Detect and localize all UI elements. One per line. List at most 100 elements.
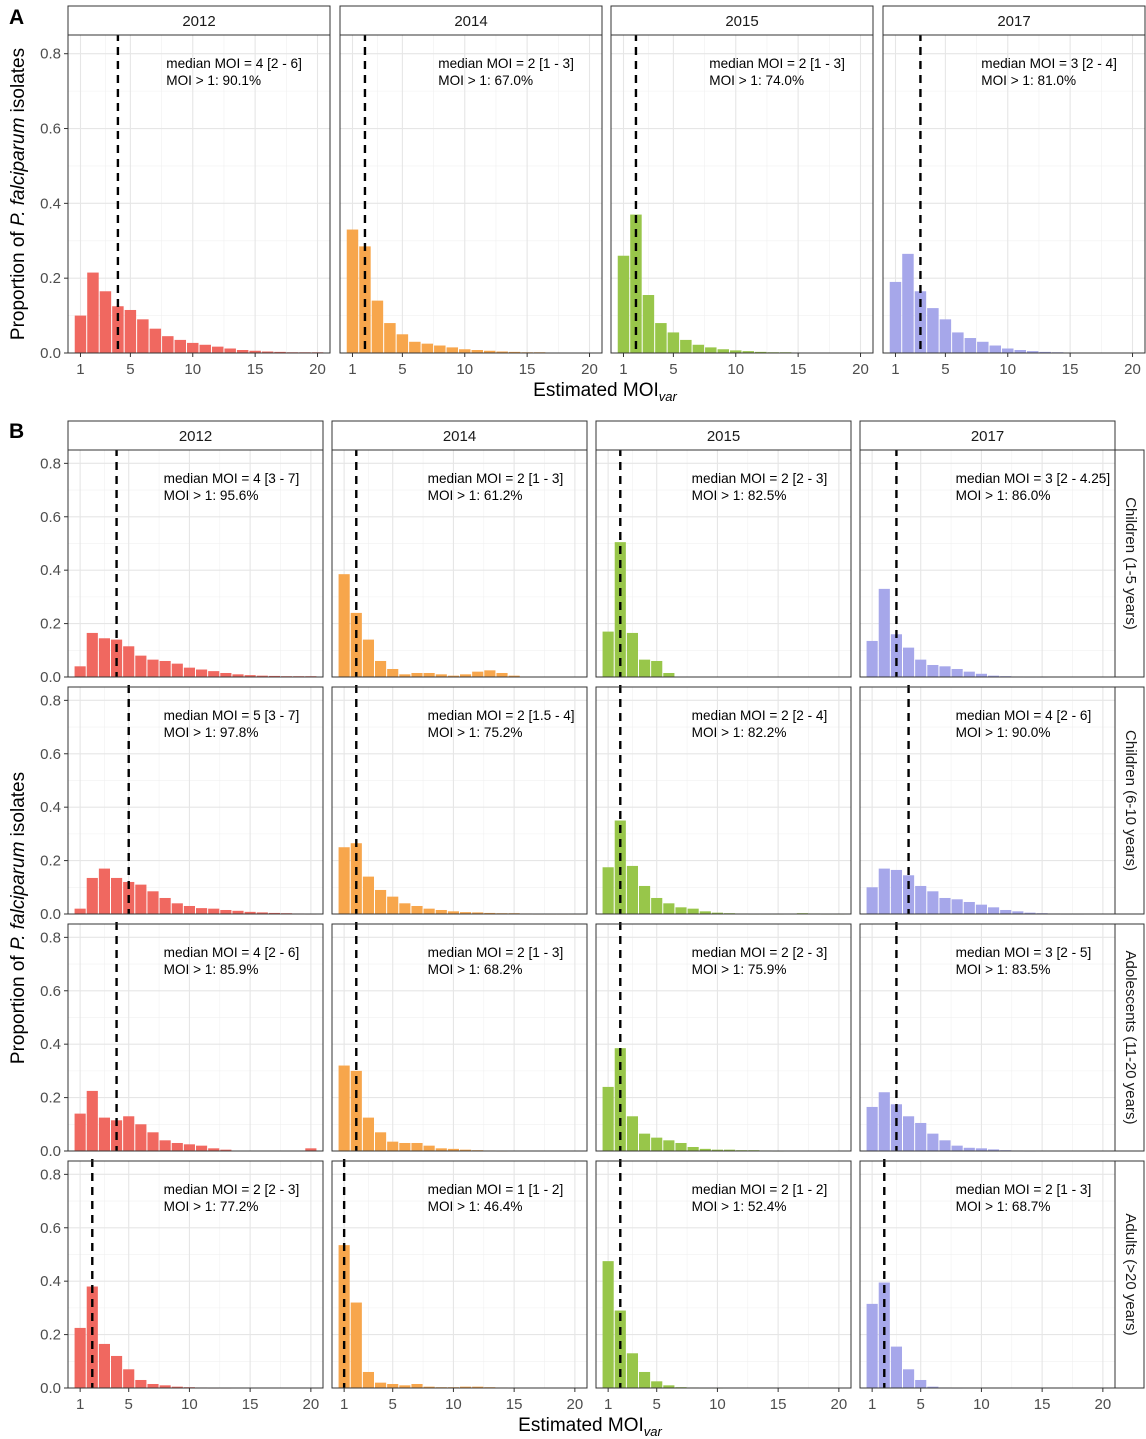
facet-a-2012: median MOI = 4 [2 - 6]MOI > 1: 90.1%2012… bbox=[40, 5, 331, 378]
histogram-bar bbox=[171, 903, 183, 914]
histogram-bar bbox=[268, 675, 280, 677]
histogram-bar bbox=[460, 912, 472, 914]
histogram-bar bbox=[663, 672, 675, 677]
histogram-bar bbox=[496, 351, 508, 353]
x-tick-label: 20 bbox=[303, 1396, 320, 1413]
strip bbox=[595, 420, 852, 451]
histogram-bar bbox=[387, 896, 399, 914]
panel-border bbox=[67, 686, 324, 915]
facet-b-0-2015: median MOI = 2 [2 - 3] MOI > 1: 82.5% 2015 bbox=[595, 420, 852, 678]
x-tick-label: 1 bbox=[340, 1396, 348, 1413]
histogram-bar bbox=[411, 1383, 423, 1388]
x-tick-label: 10 bbox=[973, 1396, 990, 1413]
histogram-bar bbox=[74, 1113, 86, 1151]
histogram-bar bbox=[87, 272, 99, 353]
facet-b-2-2012: median MOI = 4 [2 - 6] MOI > 1: 85.9% 0.0 0… bbox=[40, 922, 324, 1160]
median-annotation: median MOI = 2 [2 - 3] bbox=[692, 471, 828, 486]
y-tick-label: 0.4 bbox=[40, 799, 61, 816]
histogram-bar bbox=[396, 334, 409, 353]
y-tick-label: 0.8 bbox=[40, 1166, 61, 1183]
strip bbox=[67, 420, 324, 451]
facet-b-2-2017: median MOI = 3 [2 - 5] MOI > 1: 83.5% Adol… bbox=[859, 922, 1145, 1152]
median-annotation: median MOI = 2 [2 - 4] bbox=[692, 708, 828, 723]
histogram-bar bbox=[471, 350, 483, 353]
histogram-bar bbox=[614, 1310, 626, 1388]
strip-label-group: Adults (>20 years) bbox=[1122, 1213, 1139, 1335]
histogram-bar bbox=[183, 905, 195, 914]
histogram-bar bbox=[663, 903, 675, 914]
histogram-bar bbox=[460, 674, 472, 677]
y-tick-label: 0.0 bbox=[40, 669, 61, 686]
histogram-bar bbox=[663, 1140, 675, 1151]
histogram-bar bbox=[915, 659, 927, 677]
histogram-bar bbox=[411, 672, 423, 677]
strip bbox=[882, 5, 1146, 36]
strip bbox=[331, 420, 588, 451]
median-annotation: median MOI = 3 [2 - 5] bbox=[956, 945, 1092, 960]
histogram-bar bbox=[196, 908, 208, 914]
histogram-bar bbox=[446, 347, 459, 353]
histogram-bar bbox=[159, 897, 171, 914]
histogram-bar bbox=[939, 1140, 951, 1151]
strip-label-year: 2015 bbox=[725, 13, 758, 30]
x-tick-label: 15 bbox=[1034, 1396, 1051, 1413]
median-annotation: median MOI = 2 [1.5 - 4] bbox=[428, 708, 575, 723]
histogram-bar bbox=[147, 1132, 159, 1151]
histogram-bar bbox=[423, 1386, 435, 1388]
strip bbox=[1114, 1160, 1145, 1389]
histogram-bar bbox=[447, 675, 459, 677]
histogram-bar bbox=[224, 348, 236, 353]
strip bbox=[859, 420, 1116, 451]
histogram-bar bbox=[927, 1133, 939, 1151]
histogram-bar bbox=[387, 1383, 399, 1388]
moi-annotation: MOI > 1: 75.2% bbox=[428, 725, 523, 740]
x-tick-label: 5 bbox=[941, 361, 949, 378]
moi-annotation: MOI > 1: 74.0% bbox=[709, 73, 804, 88]
histogram-bar bbox=[99, 291, 112, 353]
histogram-bar bbox=[86, 1286, 98, 1388]
facet-b-3-2012: median MOI = 2 [2 - 3] MOI > 1: 77.2% 0.0 0… bbox=[40, 1159, 324, 1413]
y-tick-label: 0.6 bbox=[40, 983, 61, 1000]
x-tick-label: 10 bbox=[184, 361, 201, 378]
facet-b-0-2017: median MOI = 3 [2 - 4.25] MOI > 1: 86.0% 2… bbox=[859, 420, 1145, 678]
histogram-bar bbox=[472, 671, 484, 677]
histogram-bar bbox=[98, 638, 110, 677]
histogram-bar bbox=[952, 332, 964, 353]
histogram-bar bbox=[1002, 348, 1014, 353]
x-tick-label: 20 bbox=[581, 361, 598, 378]
histogram-bar bbox=[717, 349, 730, 353]
strip bbox=[610, 5, 874, 36]
moi-annotation: MOI > 1: 75.9% bbox=[692, 962, 787, 977]
y-tick-label: 0.8 bbox=[40, 929, 61, 946]
x-tick-label: 15 bbox=[247, 361, 264, 378]
y-tick-label: 0.6 bbox=[40, 121, 61, 138]
histogram-bar bbox=[675, 1142, 687, 1151]
strip-label-year: 2012 bbox=[179, 428, 212, 445]
histogram-bar bbox=[626, 1116, 638, 1151]
histogram-bar bbox=[199, 344, 211, 353]
x-tick-label: 10 bbox=[181, 1396, 198, 1413]
histogram-bar bbox=[135, 884, 147, 914]
strip-label-year: 2017 bbox=[997, 13, 1030, 30]
histogram-bar bbox=[261, 351, 274, 353]
x-tick-label: 15 bbox=[1062, 361, 1079, 378]
histogram-bar bbox=[483, 350, 496, 353]
histogram-bar bbox=[866, 1106, 878, 1151]
histogram-bar bbox=[236, 350, 249, 353]
x-tick-label: 20 bbox=[1095, 1396, 1112, 1413]
histogram-bar bbox=[399, 903, 411, 914]
histogram-bar bbox=[399, 1142, 411, 1151]
histogram-bar bbox=[687, 908, 699, 914]
histogram-bar bbox=[602, 1086, 614, 1151]
histogram-bar bbox=[975, 904, 987, 914]
median-annotation: median MOI = 2 [1 - 3] bbox=[956, 1182, 1092, 1197]
histogram-bar bbox=[655, 323, 667, 353]
y-tick-label: 0.0 bbox=[40, 1380, 61, 1397]
x-tick-label: 5 bbox=[126, 361, 134, 378]
histogram-bar bbox=[338, 847, 350, 914]
x-tick-label: 1 bbox=[76, 1396, 84, 1413]
histogram-bar bbox=[460, 1149, 472, 1151]
x-axis-title-b: Estimated MOIvar bbox=[518, 1415, 662, 1439]
histogram-bar bbox=[338, 1065, 350, 1151]
facet-b-0-2012: median MOI = 4 [3 - 7] MOI > 1: 95.6% 2012… bbox=[40, 420, 324, 686]
